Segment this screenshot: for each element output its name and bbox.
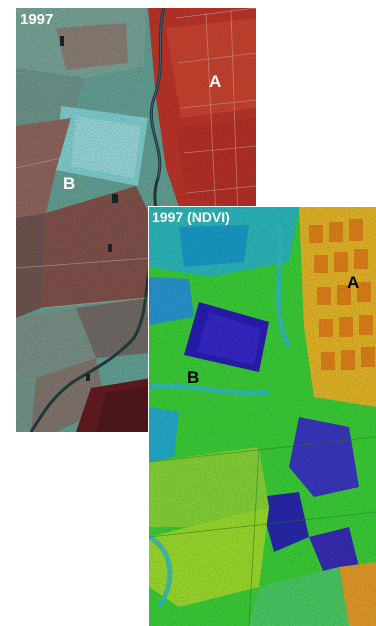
ndvi-terrain <box>149 207 376 626</box>
ndvi-region-a-label: A <box>347 273 360 292</box>
ndvi-region-b-label: B <box>187 368 200 387</box>
image-year-label: 1997 <box>20 11 54 28</box>
ndvi-satellite-image: 1997 (NDVI) A B <box>149 207 376 626</box>
ndvi-title-label: 1997 (NDVI) <box>152 209 230 225</box>
region-b-label: B <box>63 174 76 193</box>
region-a-label: A <box>209 72 222 91</box>
